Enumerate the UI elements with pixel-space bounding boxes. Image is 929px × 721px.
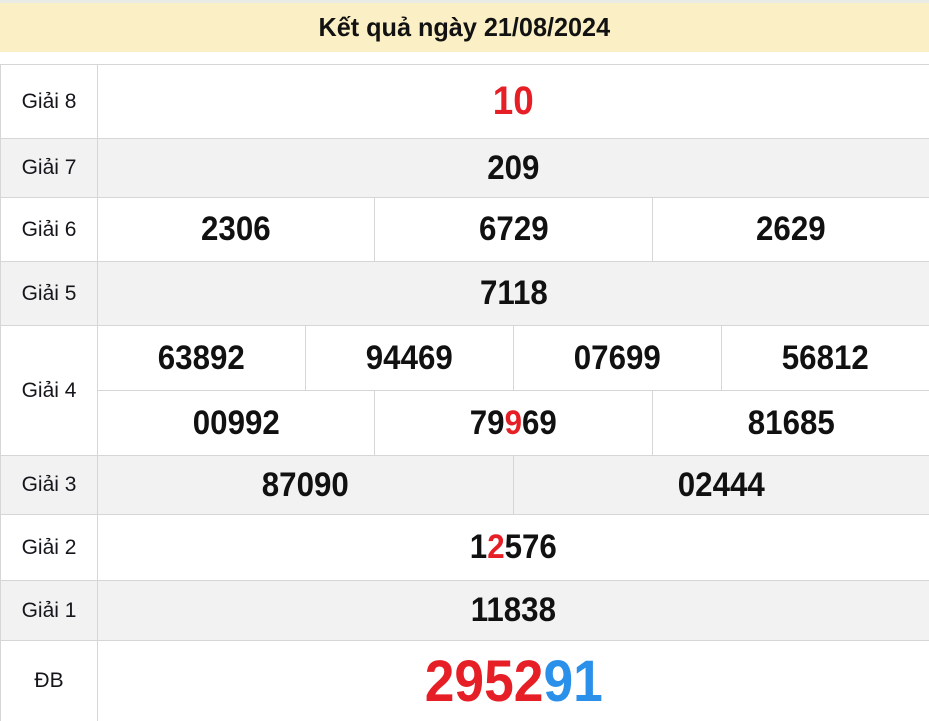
prize-number-part: 02444 bbox=[678, 465, 765, 504]
prize-number: 63892 bbox=[158, 339, 245, 378]
results-header: Kết quả ngày 21/08/2024 bbox=[0, 3, 929, 52]
prize-number: 87090 bbox=[262, 466, 349, 505]
prize-cell: 56812 bbox=[721, 326, 929, 390]
prize-row-giai-6: Giải 6 2306 6729 2629 bbox=[1, 198, 929, 262]
prize-number-part: 87090 bbox=[262, 465, 349, 504]
prize-label: Giải 1 bbox=[1, 581, 98, 640]
prize-number: 6729 bbox=[479, 210, 549, 249]
prize-number-part: 1 bbox=[469, 528, 488, 566]
prize-cell: 12576 bbox=[98, 515, 929, 580]
results-table: Giải 8 10 Giải 7 209 Giải 6 2306 6729 26… bbox=[0, 64, 929, 721]
prize-cell: 02444 bbox=[513, 456, 929, 514]
prize-number: 56812 bbox=[782, 339, 869, 378]
prize-number: 12576 bbox=[470, 528, 557, 567]
prize-number-part: 81685 bbox=[747, 403, 835, 442]
prize-row-giai-3: Giải 3 87090 02444 bbox=[1, 456, 929, 515]
prize-number-part: 00992 bbox=[192, 403, 280, 442]
prize-number: 00992 bbox=[193, 404, 280, 443]
prize-row-giai-5: Giải 5 7118 bbox=[1, 262, 929, 326]
prize-number: 2629 bbox=[756, 210, 826, 249]
prize-label: Giải 3 bbox=[1, 456, 98, 514]
prize-cell: 11838 bbox=[98, 581, 929, 640]
top-divider bbox=[0, 0, 929, 3]
results-title: Kết quả ngày 21/08/2024 bbox=[318, 12, 611, 42]
prize-row-giai-4: Giải 4 63892 94469 07699 56812 00992 bbox=[1, 326, 929, 456]
prize-number-part: 56812 bbox=[782, 338, 869, 377]
prize-number-part: 79 bbox=[469, 403, 505, 442]
prize-label: Giải 8 bbox=[1, 65, 98, 138]
prize-number-part: 2306 bbox=[201, 210, 271, 248]
prize-cell: 07699 bbox=[513, 326, 721, 390]
prize-label: Giải 4 bbox=[1, 326, 98, 455]
prize-cell: 7118 bbox=[98, 262, 929, 325]
prize-cell: 10 bbox=[98, 65, 929, 138]
prize-number-part: 576 bbox=[504, 528, 557, 566]
prize-cell: 63892 bbox=[98, 326, 305, 390]
prize-number: 2306 bbox=[201, 210, 271, 249]
prize-subrow: 63892 94469 07699 56812 bbox=[98, 326, 929, 390]
prize-number-part: 7118 bbox=[479, 274, 548, 312]
prize-subrow: 00992 79969 81685 bbox=[98, 390, 929, 455]
prize-label: Giải 6 bbox=[1, 198, 98, 261]
prize-cell: 6729 bbox=[374, 198, 651, 261]
prize-number-part: 6729 bbox=[478, 210, 549, 248]
prize-number: 79969 bbox=[470, 404, 557, 443]
prize-number: 11838 bbox=[471, 591, 556, 630]
prize-number-part: 2952 bbox=[424, 648, 544, 714]
prize-label: Giải 5 bbox=[1, 262, 98, 325]
prize-cell: 81685 bbox=[651, 391, 929, 455]
prize-number-part: 9 bbox=[504, 403, 523, 442]
prize-label: Giải 7 bbox=[1, 139, 98, 197]
prize-number: 07699 bbox=[574, 339, 661, 378]
prize-row-giai-1: Giải 1 11838 bbox=[1, 581, 929, 641]
prize-label: Giải 2 bbox=[1, 515, 98, 580]
prize-number-part: 2629 bbox=[756, 210, 826, 248]
prize-cell: 94469 bbox=[305, 326, 513, 390]
prize-row-dac-biet: ĐB 295291 bbox=[1, 641, 929, 721]
prize-number: 209 bbox=[487, 149, 539, 188]
prize-row-giai-8: Giải 8 10 bbox=[1, 65, 929, 139]
prize-cell: 87090 bbox=[98, 456, 513, 514]
prize-number: 7118 bbox=[480, 274, 548, 313]
prize-number-part: 209 bbox=[487, 148, 540, 187]
prize-number-part: 10 bbox=[493, 79, 534, 123]
prize-cell: 295291 bbox=[98, 641, 929, 721]
prize-cell: 2306 bbox=[98, 198, 374, 261]
prize-number-part: 91 bbox=[543, 648, 603, 714]
prize-number: 81685 bbox=[747, 404, 834, 443]
prize-number-part: 94469 bbox=[366, 338, 453, 377]
prize-row-giai-2: Giải 2 12576 bbox=[1, 515, 929, 581]
prize-number: 295291 bbox=[424, 648, 602, 715]
prize-cell: 209 bbox=[98, 139, 929, 197]
prize-number-part: 07699 bbox=[574, 338, 661, 377]
prize-number-part: 11838 bbox=[470, 591, 557, 629]
prize-row-giai-7: Giải 7 209 bbox=[1, 139, 929, 198]
prize-number: 02444 bbox=[678, 466, 765, 505]
prize-number-part: 69 bbox=[522, 403, 557, 442]
prize-number: 10 bbox=[493, 79, 534, 124]
prize-label: ĐB bbox=[1, 641, 98, 721]
prize-cell: 2629 bbox=[651, 198, 929, 261]
prize-number-part: 63892 bbox=[158, 338, 245, 377]
prize-cell: 79969 bbox=[374, 391, 651, 455]
prize-number: 94469 bbox=[366, 339, 453, 378]
prize-number-part: 2 bbox=[487, 528, 505, 566]
prize-cell: 00992 bbox=[98, 391, 374, 455]
